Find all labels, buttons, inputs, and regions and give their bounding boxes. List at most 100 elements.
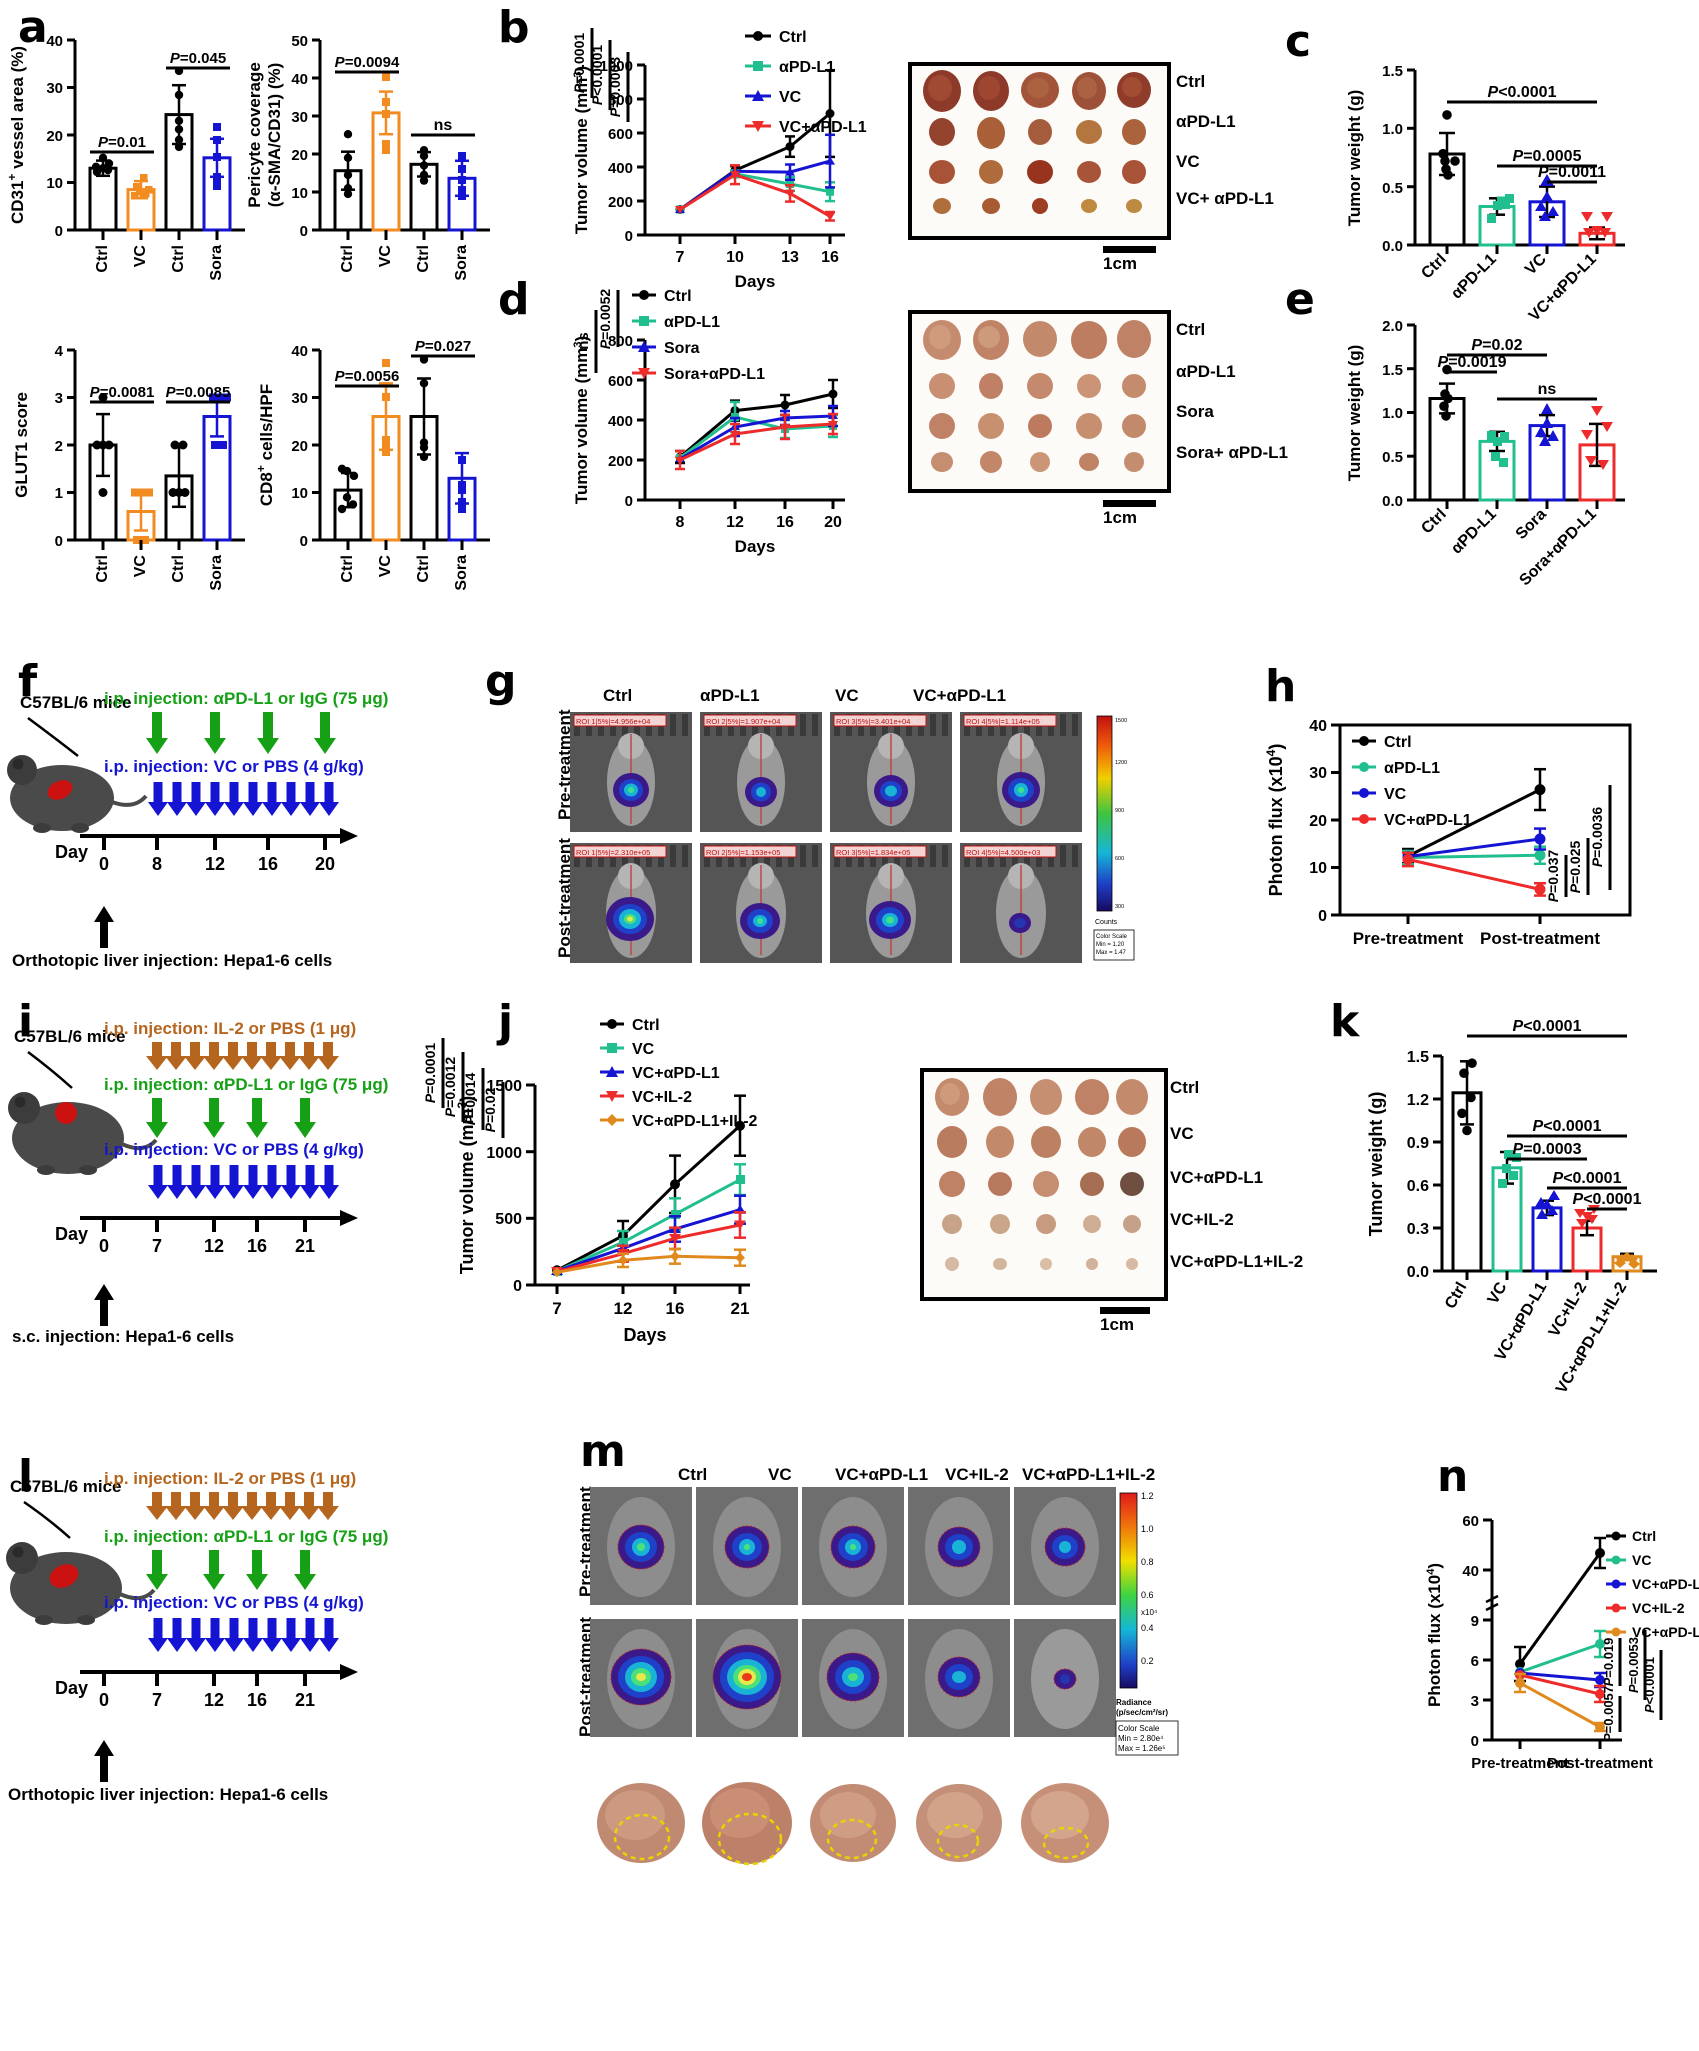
panel-l-mouse-label: C57BL/6 mice xyxy=(10,1477,122,1496)
panel-e-chart: 0.0 0.5 1.0 1.5 2.0 Tumor weight (g) xyxy=(1345,318,1625,589)
svg-text:0.8: 0.8 xyxy=(1141,1557,1154,1567)
svg-text:4: 4 xyxy=(55,343,64,360)
svg-text:P=0.0003: P=0.0003 xyxy=(607,57,623,118)
svg-text:1200: 1200 xyxy=(1115,760,1127,766)
panel-label-e: e xyxy=(1285,274,1315,325)
tumor-row-vc xyxy=(929,160,1146,184)
svg-text:Ctrl: Ctrl xyxy=(339,555,356,583)
svg-text:Pericyte coverage: Pericyte coverage xyxy=(245,62,264,208)
svg-text:ns: ns xyxy=(434,117,453,134)
svg-text:21: 21 xyxy=(731,1299,750,1318)
panel-b-row-label-0: Ctrl xyxy=(1176,72,1206,91)
panel-l-day-3: 16 xyxy=(247,1690,267,1710)
panel-i-day-label: Day xyxy=(55,1224,88,1244)
panel-f-schematic: C57BL/6 mice i.p. injection: αPD-L1 or I… xyxy=(7,689,388,970)
svg-text:VC+αPD-L1: VC+αPD-L1 xyxy=(1384,812,1472,829)
panel-i-day-2: 12 xyxy=(204,1236,224,1256)
svg-text:0: 0 xyxy=(300,223,308,240)
svg-text:400: 400 xyxy=(608,160,633,177)
chart-a1: 0 10 20 30 40 xyxy=(5,33,245,281)
svg-text:P<0.0001: P<0.0001 xyxy=(1642,1657,1657,1713)
panel-l-line1: i.p. injection: αPD-L1 or IgG (75 μg) xyxy=(104,1527,388,1546)
svg-text:1.0: 1.0 xyxy=(1141,1524,1154,1534)
svg-text:(p/sec/cm²/sr): (p/sec/cm²/sr) xyxy=(1116,1708,1168,1717)
panel-h-legend: Ctrl αPD-L1 VC VC+αPD-L1 xyxy=(1352,734,1472,829)
svg-text:VC+αPD-L1: VC+αPD-L1 xyxy=(779,119,867,136)
svg-text:0.6: 0.6 xyxy=(1141,1590,1154,1600)
panel-d-chart: 0 200 400 600 800 8 12 16 20 Days Tumor volume… xyxy=(572,288,845,556)
svg-text:VC+αPD-L1+IL -2: VC+αPD-L1+IL -2 xyxy=(1632,1624,1699,1640)
panel-label-c: c xyxy=(1285,16,1312,67)
panel-d-row-label-0: Ctrl xyxy=(1176,320,1206,339)
svg-text:0.3: 0.3 xyxy=(1407,1221,1429,1238)
svg-text:P=0.0001: P=0.0001 xyxy=(422,1043,438,1104)
panel-g-images: Ctrl αPD-L1 VC VC+αPD-L1 Pre-treatment P… xyxy=(545,686,1205,980)
svg-text:Radiance: Radiance xyxy=(1116,1698,1152,1707)
svg-text:10: 10 xyxy=(291,185,308,202)
svg-text:P<0.0001: P<0.0001 xyxy=(1553,1170,1622,1187)
panel-m-col-2: VC+αPD-L1 xyxy=(835,1465,929,1484)
svg-text:0: 0 xyxy=(625,493,633,510)
panel-b-row-label-3: VC+ αPD-L1 xyxy=(1176,189,1274,208)
svg-text:300: 300 xyxy=(1115,904,1124,910)
svg-text:P=0.0011: P=0.0011 xyxy=(1538,164,1606,181)
svg-text:Ctrl: Ctrl xyxy=(1632,1528,1656,1544)
svg-text:P=0.0085: P=0.0085 xyxy=(166,384,231,401)
svg-text:P=0.0019: P=0.0019 xyxy=(1438,354,1507,371)
svg-text:P=0.0003: P=0.0003 xyxy=(1513,1141,1582,1158)
svg-text:Pre-treatment: Pre-treatment xyxy=(1471,1755,1569,1772)
svg-text:8: 8 xyxy=(676,514,685,531)
svg-text:200: 200 xyxy=(608,453,633,470)
svg-text:VC+αPD-L1+IL-2: VC+αPD-L1+IL-2 xyxy=(632,1113,758,1130)
panel-label-d: d xyxy=(498,274,530,325)
svg-text:40: 40 xyxy=(46,33,63,50)
svg-text:2: 2 xyxy=(55,438,63,455)
panel-f-green-arrows xyxy=(146,712,336,754)
svg-text:0: 0 xyxy=(513,1278,522,1295)
svg-text:40: 40 xyxy=(291,71,308,88)
svg-text:20: 20 xyxy=(291,147,308,164)
svg-text:Tumor weight (g): Tumor weight (g) xyxy=(1345,345,1364,482)
panel-m-colorbar: 1.2 1.0 0.8 0.6 0.4 0.2 x10⁴ Radiance (p/sec… xyxy=(1115,1491,1179,1756)
svg-text:Ctrl: Ctrl xyxy=(170,555,187,583)
svg-text:VC: VC xyxy=(1632,1552,1651,1568)
svg-text:0.5: 0.5 xyxy=(1382,449,1403,466)
svg-text:0.0: 0.0 xyxy=(1382,493,1403,510)
svg-text:0.2: 0.2 xyxy=(1141,1656,1154,1666)
svg-text:0.5: 0.5 xyxy=(1382,180,1403,197)
svg-text:αPD-L1: αPD-L1 xyxy=(779,59,835,76)
svg-text:Ctrl: Ctrl xyxy=(94,555,111,583)
svg-text:Ctrl: Ctrl xyxy=(415,245,432,273)
panel-f-line1: i.p. injection: αPD-L1 or IgG (75 μg) xyxy=(104,689,388,708)
tumor-row-apdl1 xyxy=(929,117,1146,149)
svg-text:200: 200 xyxy=(608,194,633,211)
svg-text:60: 60 xyxy=(1462,1513,1479,1530)
svg-text:20: 20 xyxy=(1309,813,1327,830)
panel-l-bottom: Orthotopic liver injection: Hepa1-6 cell… xyxy=(8,1785,328,1804)
panel-d-tumor-photo xyxy=(908,310,1171,493)
tumor-row-apdl1 xyxy=(929,373,1146,399)
panel-g-col-1: αPD-L1 xyxy=(700,686,760,705)
panel-d-scalebar xyxy=(1103,500,1156,507)
svg-text:40: 40 xyxy=(291,343,308,360)
svg-text:Ctrl: Ctrl xyxy=(1418,251,1450,283)
panel-label-j: j xyxy=(498,996,514,1047)
svg-text:30: 30 xyxy=(46,80,63,97)
panel-m-col-3: VC+IL-2 xyxy=(945,1465,1009,1484)
panel-i-bottom: s.c. injection: Hepa1-6 cells xyxy=(12,1327,234,1346)
svg-text:1.5: 1.5 xyxy=(1407,1049,1429,1066)
panel-j-legend: Ctrl VC VC+αPD-L1 VC+IL-2 VC+αPD-L1+IL-2 xyxy=(600,1017,758,1130)
svg-text:500: 500 xyxy=(495,1211,522,1228)
svg-text:ROI 2|5%|=1.153e+05: ROI 2|5%|=1.153e+05 xyxy=(706,848,780,857)
svg-text:αPD-L1: αPD-L1 xyxy=(664,314,720,331)
svg-text:P=0.045: P=0.045 xyxy=(170,50,226,67)
svg-text:CD8+ cells/HPF: CD8+ cells/HPF xyxy=(254,384,276,506)
panel-i-mouse-label: C57BL/6 mice xyxy=(14,1027,126,1046)
svg-text:Sora: Sora xyxy=(208,555,225,591)
svg-text:Ctrl: Ctrl xyxy=(1418,506,1450,538)
panel-b-legend: Ctrl αPD-L1 VC VC+αPD-L1 xyxy=(745,29,867,136)
svg-text:Pre-treatment: Pre-treatment xyxy=(1353,929,1464,948)
panel-m-col-1: VC xyxy=(768,1465,792,1484)
svg-text:16: 16 xyxy=(821,249,839,266)
